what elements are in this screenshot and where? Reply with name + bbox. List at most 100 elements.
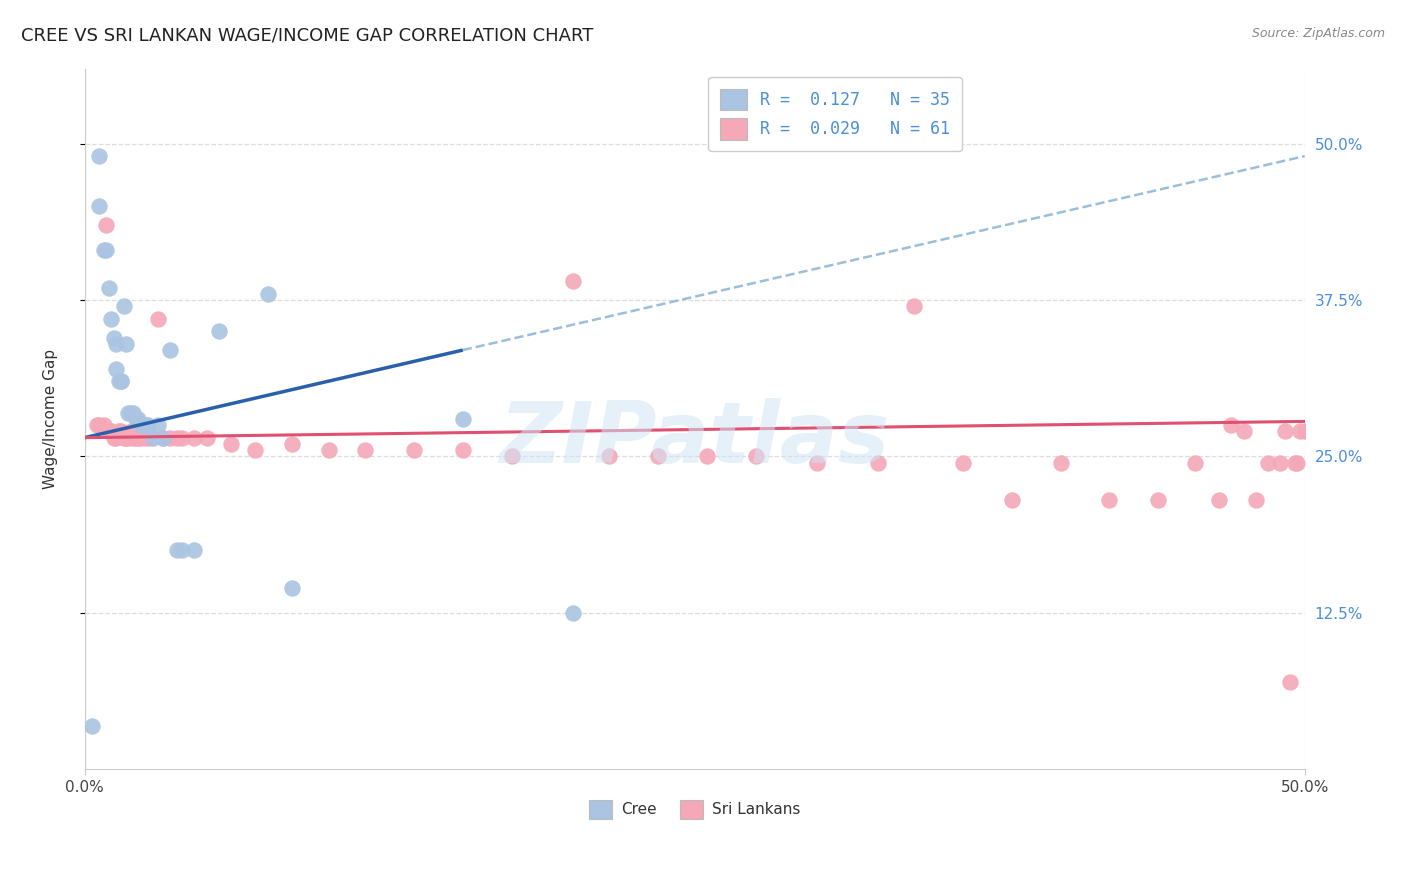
Point (103, 431, 125, 445)
Point (806, 456, 828, 470)
Point (100, 425, 122, 439)
Point (208, 324, 231, 338)
Point (1286, 456, 1309, 470)
Point (1244, 493, 1267, 508)
Point (120, 406, 142, 420)
Point (117, 431, 139, 445)
Point (93, 418, 115, 433)
Point (134, 431, 156, 445)
Point (166, 543, 188, 558)
Text: ZIPatlas: ZIPatlas (499, 399, 890, 482)
Point (318, 443, 340, 458)
Point (110, 425, 132, 439)
Point (744, 450, 766, 464)
Point (122, 431, 145, 445)
Point (136, 418, 159, 433)
Point (120, 425, 142, 439)
Point (172, 543, 194, 558)
Point (1270, 456, 1292, 470)
Point (110, 375, 132, 389)
Text: Source: ZipAtlas.com: Source: ZipAtlas.com (1251, 27, 1385, 40)
Point (89, 199, 111, 213)
Point (89, 149, 111, 163)
Point (696, 450, 718, 464)
Point (281, 581, 304, 595)
Point (1147, 493, 1170, 508)
Point (112, 431, 135, 445)
Point (952, 456, 974, 470)
Point (866, 456, 889, 470)
Point (105, 362, 128, 376)
Point (134, 418, 156, 433)
Point (354, 443, 377, 458)
Point (146, 311, 169, 326)
Point (402, 443, 425, 458)
Point (561, 606, 583, 620)
Point (1288, 425, 1310, 439)
Point (105, 431, 128, 445)
Point (1098, 493, 1121, 508)
Point (172, 431, 194, 445)
Point (80, 718, 103, 732)
Point (125, 412, 148, 426)
Point (183, 543, 205, 558)
Point (1284, 456, 1306, 470)
Point (105, 336, 128, 351)
Point (647, 450, 669, 464)
Point (1257, 456, 1279, 470)
Point (1208, 493, 1230, 508)
Point (107, 375, 129, 389)
Point (103, 330, 125, 344)
Point (89, 418, 111, 433)
Point (125, 431, 148, 445)
Text: CREE VS SRI LANKAN WAGE/INCOME GAP CORRELATION CHART: CREE VS SRI LANKAN WAGE/INCOME GAP CORRE… (21, 27, 593, 45)
Point (1274, 425, 1296, 439)
Point (183, 431, 205, 445)
Point (127, 412, 149, 426)
Point (1049, 456, 1071, 470)
Point (112, 299, 135, 313)
Point (1001, 493, 1024, 508)
Point (1279, 674, 1302, 689)
Point (501, 450, 523, 464)
Point (152, 431, 174, 445)
Point (142, 431, 165, 445)
Point (152, 431, 174, 445)
Point (110, 375, 132, 389)
Point (93, 243, 115, 257)
Point (96, 243, 118, 257)
Point (159, 431, 181, 445)
Point (1233, 425, 1256, 439)
Point (127, 431, 149, 445)
Point (598, 450, 620, 464)
Point (166, 431, 188, 445)
Point (451, 443, 474, 458)
Point (97, 425, 120, 439)
Point (100, 311, 122, 326)
Point (115, 336, 138, 351)
Point (129, 431, 152, 445)
Point (256, 286, 278, 301)
Point (451, 412, 474, 426)
Legend: Cree, Sri Lankans: Cree, Sri Lankans (583, 794, 806, 825)
Point (97, 280, 120, 294)
Point (122, 406, 145, 420)
Point (96, 218, 118, 232)
Point (903, 299, 925, 313)
Point (115, 431, 138, 445)
Point (146, 418, 169, 433)
Point (117, 406, 139, 420)
Point (245, 443, 267, 458)
Point (219, 437, 242, 451)
Point (281, 437, 304, 451)
Point (195, 431, 218, 445)
Point (561, 274, 583, 288)
Point (139, 431, 162, 445)
Point (1220, 418, 1243, 433)
Point (86, 418, 108, 433)
Point (1294, 425, 1316, 439)
Y-axis label: Wage/Income Gap: Wage/Income Gap (44, 349, 58, 489)
Point (129, 418, 152, 433)
Point (107, 425, 129, 439)
Point (159, 343, 181, 357)
